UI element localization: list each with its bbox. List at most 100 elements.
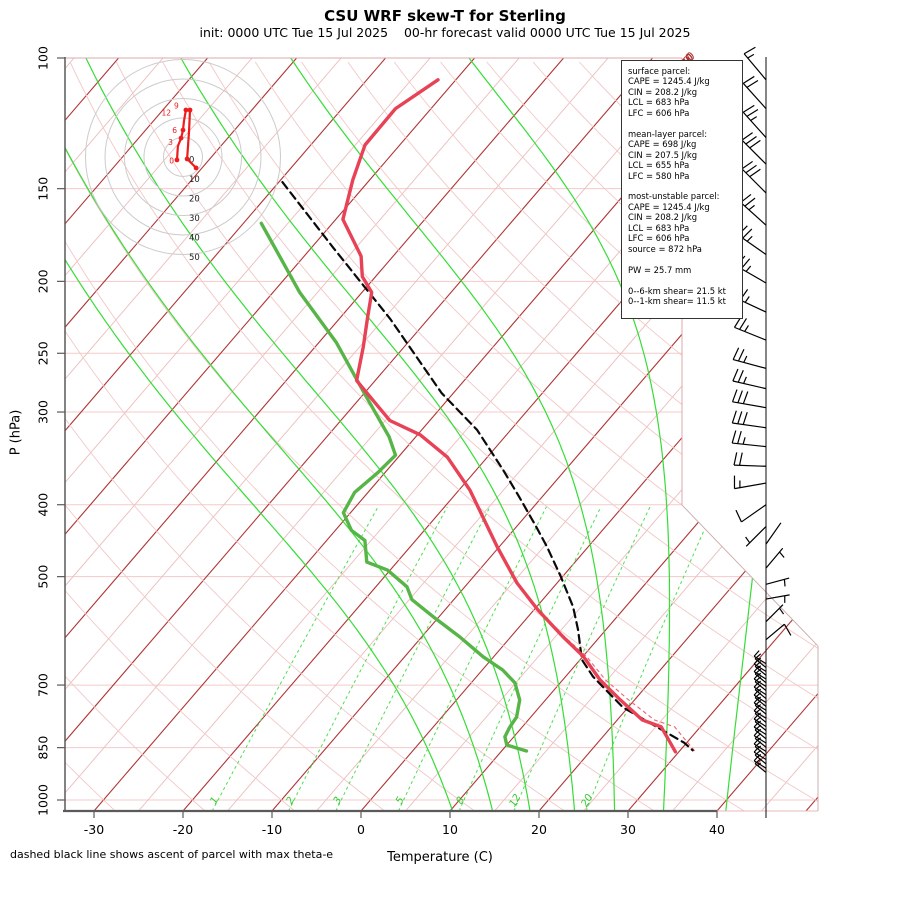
barb-half-feather [745,265,752,272]
barb-shaft [741,168,767,194]
hodograph-height-label: 9 [174,102,179,111]
moist-adiabat [65,58,494,811]
wind-barb [731,410,767,429]
pressure-tick-label: 200 [36,269,51,293]
wind-barb [741,132,767,165]
dry-adiabat [486,61,818,811]
barb-full-feather [754,676,762,683]
barb-shaft [754,704,767,715]
pressure-tick-label: 700 [36,673,51,697]
isotherm-minor [583,58,818,811]
hodograph-point [184,156,190,162]
hodograph-ring [143,117,223,197]
mixing-ratio-lines [211,506,715,811]
hodograph-point [174,157,180,163]
isotherm-major [65,58,208,811]
dewpoint-curve [259,221,529,753]
barb-shaft [753,751,767,761]
wind-barb [733,316,767,341]
barb-full-feather [737,430,742,444]
dry-adiabats [65,61,818,811]
barb-full-feather [754,749,762,756]
barb-full-feather [753,754,760,762]
wind-barb [741,160,767,194]
mixing-ratio-label: 5 [394,795,407,806]
pressure-tick-label: 250 [36,341,51,365]
barb-full-feather [735,509,742,523]
barb-full-feather [754,741,762,748]
hodograph-point [183,107,189,113]
barb-half-feather [779,551,785,558]
temp-tick-label: 40 [709,822,725,837]
barb-full-feather [754,708,762,715]
isotherms [65,58,818,811]
parcel-ascent-curve [281,181,694,752]
barb-half-feather [783,579,786,587]
wind-barb [731,430,767,448]
mixing-ratio-line [335,506,491,811]
barb-full-feather [754,692,762,699]
hodograph-ring-label: 20 [189,195,200,205]
barb-full-feather [753,650,760,657]
mixing-ratio-line [513,506,651,811]
isotherm-major [65,58,297,811]
moist-adiabat [467,58,671,811]
barb-full-feather [737,348,745,362]
barb-full-feather [745,164,757,174]
hodograph-ring [104,78,262,236]
barb-half-feather [747,53,755,59]
hodograph-height-label: 3 [168,138,173,147]
wind-barb [765,577,790,587]
barb-shaft [732,380,767,390]
mixing-ratio-label: 8 [455,795,468,806]
barb-full-feather [749,168,761,178]
barb-full-feather [731,430,737,444]
isotherm-minor [65,58,431,811]
barb-full-feather [753,746,760,753]
hodograph: 0 10 20 30 40 50 0 3 6 912 [85,59,281,263]
barb-full-feather [754,684,762,691]
dry-adiabat [65,61,655,811]
barb-full-feather [741,132,753,141]
barb-shaft [765,522,782,545]
frame-skew-edge [681,504,819,647]
barb-half-feather [746,235,753,242]
moist-adiabat [65,58,454,811]
barb-shaft [754,763,767,773]
barb-half-feather [757,672,762,677]
wind-barbs [731,46,792,818]
isotherm-minor [672,58,818,811]
isotherm-major [65,58,653,811]
wind-barb [753,746,767,761]
temp-tick-label: -10 [262,822,282,837]
mixing-ratio-line [211,506,379,811]
barb-full-feather [737,390,743,403]
barb-full-feather [737,370,744,383]
wind-barb [765,547,785,569]
barb-full-feather [738,452,743,466]
barb-full-feather [745,136,757,145]
sounding-curves [259,78,696,754]
barb-shaft [734,482,767,490]
moist-adiabat [84,58,531,811]
footer-note: dashed black line shows ascent of parcel… [10,848,334,861]
barb-shaft [754,737,767,748]
barb-full-feather [737,411,743,424]
mixing-ratio-line [288,506,448,811]
barb-full-feather [732,368,739,382]
barb-full-feather [753,713,760,720]
hodograph-point [187,107,193,113]
barb-half-feather [745,536,751,544]
barb-half-feather [750,116,757,121]
barb-shaft [741,139,767,165]
barb-full-feather [753,696,760,704]
pressure-tick-label: 100 [36,46,51,70]
barb-half-feather [757,762,762,767]
isotherm-minor [65,58,164,811]
barb-full-feather [753,721,760,728]
wind-barb [732,368,767,390]
moist-adiabat [179,58,576,811]
barb-full-feather [731,410,737,424]
hodograph-height-label: 0 [169,156,174,165]
isotherm-major [65,58,475,811]
